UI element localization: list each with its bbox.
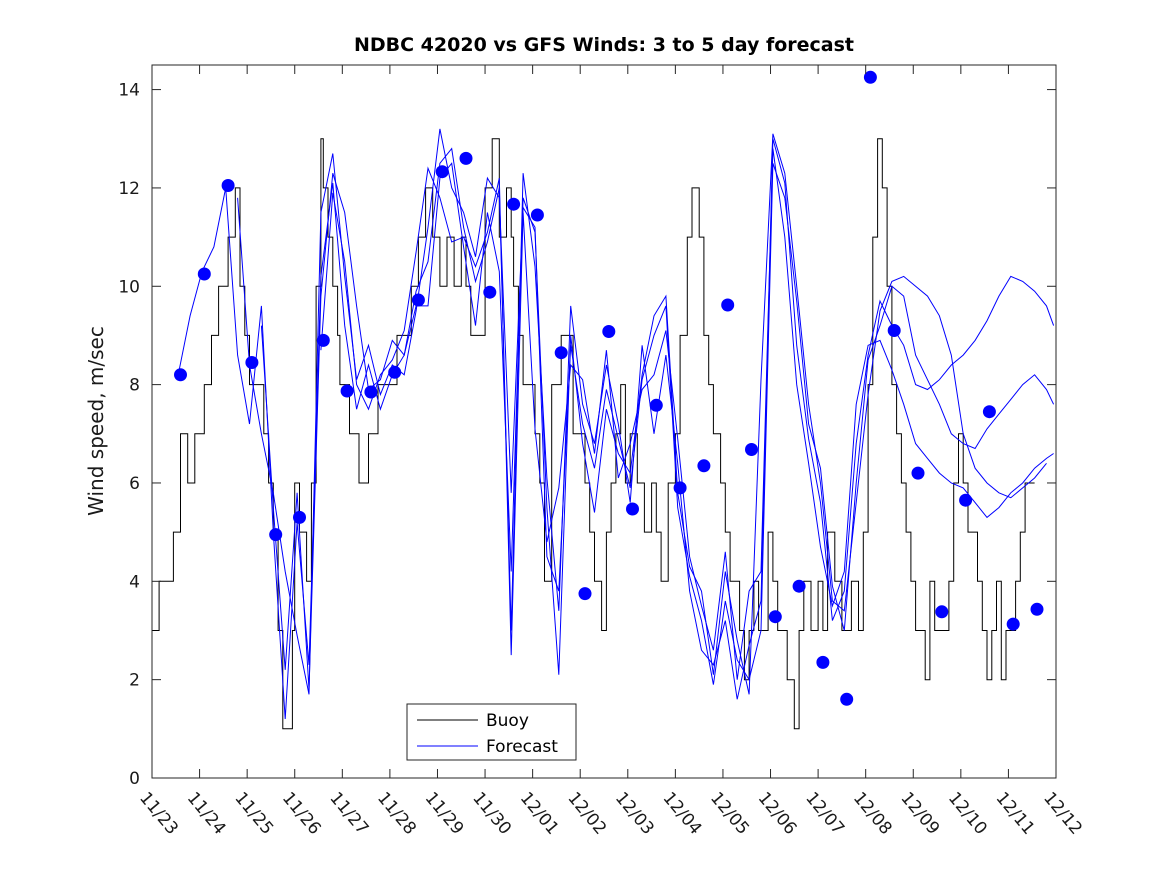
forecast-marker-point <box>745 443 758 456</box>
y-tick-label: 8 <box>129 376 140 396</box>
y-axis: 0 2 4 6 8 10 12 14 <box>118 81 1056 789</box>
forecast-series-line-4 <box>320 148 1054 680</box>
y-tick-label: 14 <box>118 81 140 101</box>
forecast-marker-point <box>602 325 616 338</box>
data-layer <box>152 128 1055 730</box>
y-tick-label: 0 <box>129 769 140 789</box>
marker-layer <box>174 70 1044 706</box>
forecast-marker-point <box>721 298 735 312</box>
y-tick-label: 6 <box>129 474 140 494</box>
forecast-marker-point <box>221 179 235 192</box>
y-axis-label: Wind speed, m/sec <box>84 326 108 516</box>
forecast-marker-point <box>507 197 521 211</box>
forecast-marker-point <box>388 365 402 379</box>
forecast-marker-point <box>768 610 782 624</box>
y-tick-label: 12 <box>118 179 140 199</box>
forecast-marker-point <box>340 384 354 398</box>
forecast-series-line-1 <box>177 133 1047 720</box>
forecast-marker-point <box>174 368 187 382</box>
legend-forecast-label: Forecast <box>486 737 558 757</box>
forecast-marker-point <box>959 493 973 507</box>
forecast-marker-point <box>554 346 568 360</box>
forecast-marker-point <box>197 267 211 281</box>
forecast-marker-point <box>626 502 639 516</box>
forecast-marker-point <box>245 356 259 369</box>
forecast-marker-point <box>863 70 877 84</box>
forecast-marker-point <box>459 151 473 165</box>
forecast-marker-point <box>578 587 592 601</box>
legend-box <box>406 703 577 761</box>
forecast-marker-point <box>530 208 544 222</box>
forecast-marker-point <box>316 333 330 347</box>
plot-area-frame <box>151 64 1057 779</box>
buoy-series-line <box>152 138 1035 730</box>
y-tick-label: 2 <box>129 671 140 691</box>
forecast-marker-point <box>792 579 806 593</box>
forecast-marker-point <box>840 692 854 706</box>
forecast-marker-point <box>269 528 283 542</box>
legend: Buoy Forecast <box>406 703 577 761</box>
forecast-marker-point <box>411 293 425 307</box>
forecast-marker-point <box>816 655 830 669</box>
forecast-marker-point <box>697 459 711 473</box>
forecast-marker-point <box>1006 617 1020 631</box>
forecast-series-line-3 <box>260 138 1055 700</box>
forecast-marker-point <box>673 481 687 495</box>
legend-buoy-label: Buoy <box>486 711 529 731</box>
forecast-marker-point <box>887 324 901 337</box>
forecast-marker-point <box>911 466 925 480</box>
forecast-marker-point <box>935 605 949 619</box>
forecast-marker-point <box>1030 602 1044 616</box>
forecast-marker-point <box>982 405 996 419</box>
y-tick-label: 10 <box>118 277 140 297</box>
chart-title: NDBC 42020 vs GFS Winds: 3 to 5 day fore… <box>354 34 854 56</box>
forecast-marker-point <box>649 398 663 412</box>
forecast-marker-point <box>364 385 378 399</box>
forecast-series-line-2 <box>237 128 1055 695</box>
forecast-marker-point <box>435 165 449 179</box>
forecast-marker-point <box>293 510 306 524</box>
forecast-marker-point <box>483 285 497 299</box>
y-tick-label: 4 <box>129 572 140 592</box>
